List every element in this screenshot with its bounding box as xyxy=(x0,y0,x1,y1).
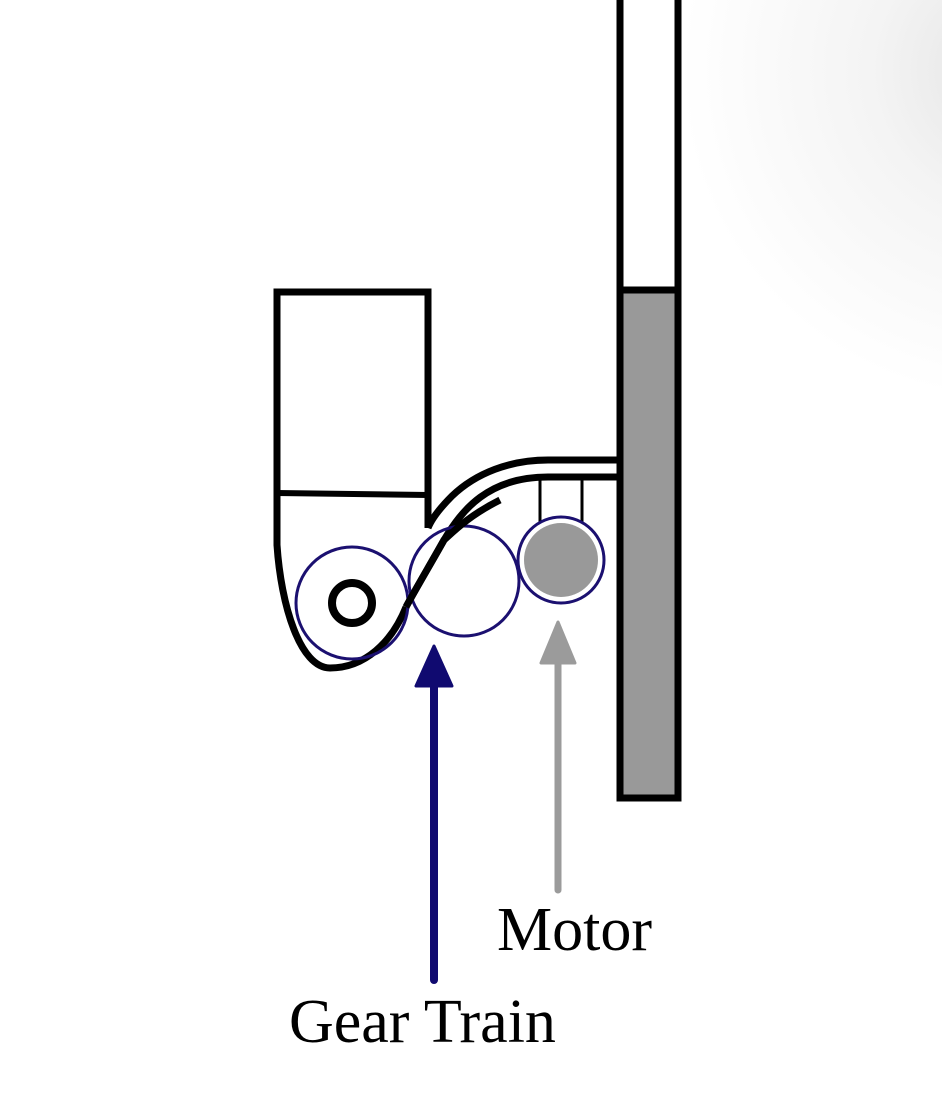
idler-gear xyxy=(407,524,521,638)
motor-label: Motor xyxy=(497,896,652,964)
arm-block-divider xyxy=(276,490,429,498)
gear-train-arrow xyxy=(414,644,454,984)
motor-mount xyxy=(538,480,584,528)
motor-body xyxy=(524,523,598,597)
flexure-crossing xyxy=(402,496,502,609)
flexure-outer-edge xyxy=(424,456,622,530)
pivot-hole xyxy=(328,579,376,627)
arm-block-outline xyxy=(273,288,432,672)
output-gear xyxy=(294,545,410,661)
motor-arrow-head xyxy=(539,620,577,665)
gear-train-arrow-head xyxy=(414,644,454,688)
motor-arrow xyxy=(539,620,577,894)
rail-lower xyxy=(616,286,682,802)
motor-gear xyxy=(516,515,606,605)
gear-train-label: Gear Train xyxy=(289,988,556,1056)
rail-upper xyxy=(616,0,682,294)
vertical-rail xyxy=(616,0,682,802)
arm-block xyxy=(273,288,432,672)
